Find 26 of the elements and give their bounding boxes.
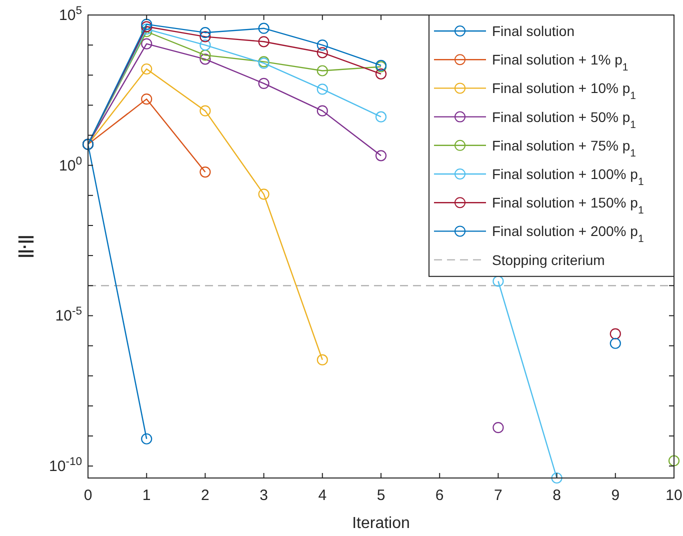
x-tick-label: 4: [318, 487, 327, 504]
legend-label: Stopping criterium: [492, 252, 605, 268]
y-tick-label: 10$^{-5}$: [55, 306, 82, 325]
x-tick-label: 8: [552, 487, 561, 504]
y-axis-title: ||·||: [17, 234, 34, 258]
legend-label: Final solution + 150% p$_{1}$: [492, 194, 644, 217]
x-tick-label: 7: [494, 487, 502, 504]
x-tick-label: 10: [666, 487, 682, 504]
y-tick-label: 10$^{-10}$: [49, 456, 82, 476]
x-axis-title: Iteration: [352, 515, 410, 532]
legend-label: Final solution: [492, 23, 574, 39]
legend-label: Final solution + 50% p$_{1}$: [492, 108, 636, 131]
legend-label: Final solution + 200% p$_{1}$: [492, 223, 644, 246]
x-tick-label: 5: [376, 487, 386, 504]
legend-label: Final solution + 1% p$_{1}$: [492, 52, 628, 74]
legend-label: Final solution + 100% p$_{1}$: [492, 166, 644, 188]
y-tick-label: 10$^{5}$: [59, 5, 82, 24]
legend-label: Final solution + 75% p$_{1}$: [492, 137, 636, 160]
legend-label: Final solution + 10% p$_{1}$: [492, 80, 636, 102]
x-tick-label: 3: [260, 487, 268, 504]
x-tick-label: 0: [84, 487, 92, 504]
x-tick-label: 2: [201, 487, 210, 504]
x-tick-label: 9: [611, 487, 620, 504]
x-tick-label: 1: [142, 487, 151, 504]
y-tick-label: 10$^{0}$: [59, 155, 82, 174]
x-tick-label: 6: [435, 487, 444, 504]
